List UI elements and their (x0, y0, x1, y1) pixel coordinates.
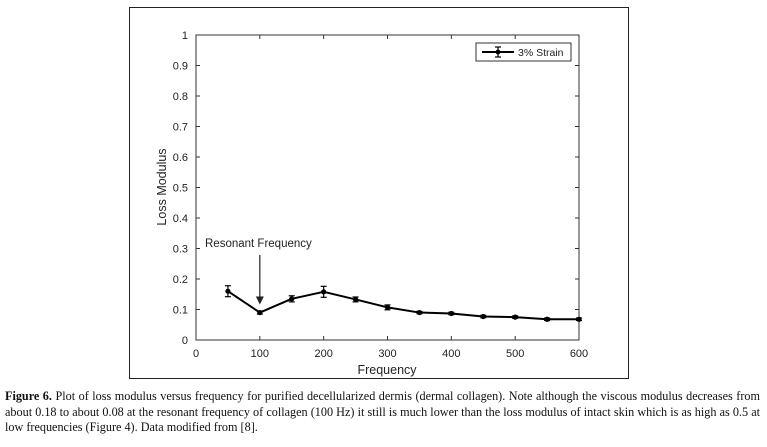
figure-caption: Figure 6. Plot of loss modulus versus fr… (5, 389, 760, 436)
y-tick-label: 0.6 (173, 152, 188, 164)
legend: 3% Strain (475, 42, 572, 62)
data-point (321, 289, 327, 295)
x-tick-label: 0 (193, 348, 199, 360)
x-axis-title: Frequency (357, 363, 417, 377)
y-tick-label: 1 (182, 30, 188, 42)
data-point (480, 313, 486, 320)
x-tick-label: 500 (506, 348, 524, 360)
y-tick-label: 0.1 (173, 305, 188, 317)
y-tick-label: 0 (182, 335, 188, 347)
caption-text: Plot of loss modulus versus frequency fo… (5, 389, 760, 434)
annotation-arrow-head (255, 296, 264, 305)
legend-marker-sample (495, 49, 501, 55)
x-tick-label: 300 (378, 348, 396, 360)
y-tick-label: 0.8 (173, 91, 188, 103)
x-tick-label: 100 (251, 348, 269, 360)
data-point (544, 316, 550, 322)
series-line-3pct-strain (227, 290, 579, 321)
data-point (384, 304, 391, 310)
figure-frame: 0 100 200 300 400 500 600 0 0.1 0.2 0.3 0.4 0.5 0.6 0.… (129, 7, 629, 379)
x-tick-label: 600 (570, 348, 588, 360)
y-tick-label: 0.7 (173, 122, 188, 134)
y-tick-label: 0.2 (173, 274, 188, 286)
data-point (225, 288, 231, 294)
resonant-frequency-annotation: Resonant Frequency (205, 238, 312, 250)
data-point (289, 296, 295, 302)
plot-area (195, 34, 580, 341)
data-point (512, 314, 518, 320)
y-tick-label: 0.9 (173, 61, 188, 73)
data-point (257, 309, 263, 316)
y-tick-label: 0.4 (173, 213, 188, 225)
caption-label: Figure 6. (5, 389, 52, 403)
data-point (576, 316, 582, 322)
y-tick-label: 0.5 (173, 183, 188, 195)
y-axis-title: Loss Modulus (155, 148, 169, 225)
data-point (448, 310, 454, 317)
x-tick-label: 200 (314, 348, 332, 360)
x-tick-label: 400 (442, 348, 460, 360)
data-point (416, 309, 423, 316)
loss-modulus-chart: 0 100 200 300 400 500 600 0 0.1 0.2 0.3 0.4 0.5 0.6 0.… (155, 30, 588, 377)
data-point (352, 296, 359, 303)
y-tick-label: 0.3 (173, 244, 188, 256)
legend-label: 3% Strain (518, 47, 564, 59)
